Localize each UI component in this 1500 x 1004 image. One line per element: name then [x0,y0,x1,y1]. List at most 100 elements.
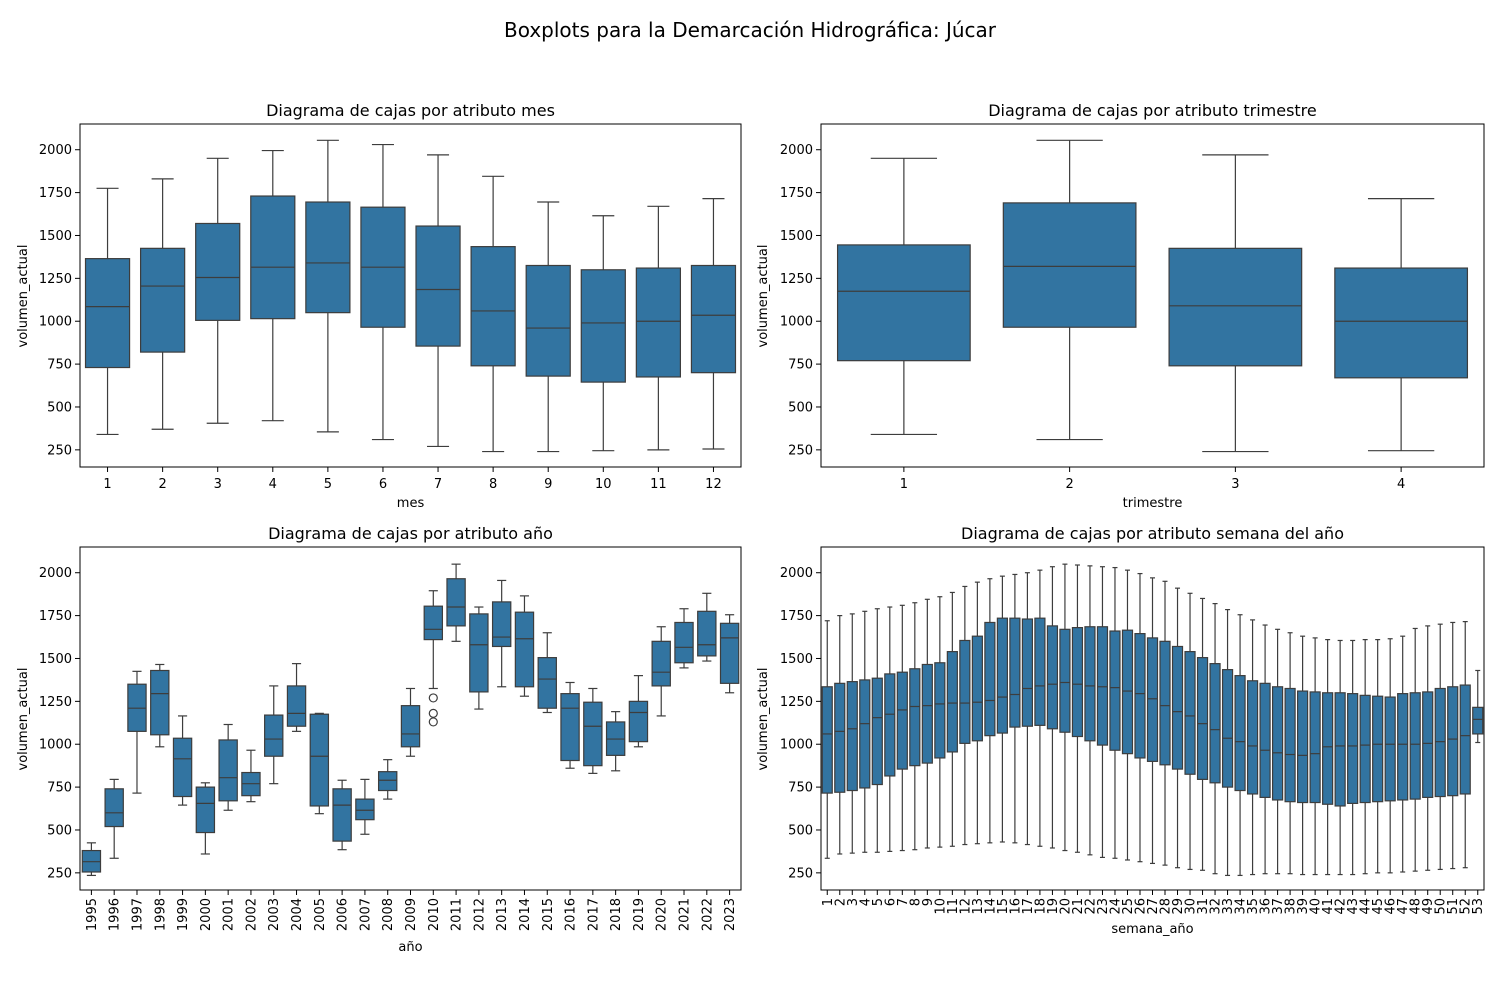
x-tick-label: 5 [871,898,886,906]
y-axis-label-trimestre: volumen_actual [756,245,771,348]
box-29 [1171,645,1184,770]
box-2017 [583,701,603,767]
y-tick-label: 1000 [780,738,813,753]
box-8 [909,668,921,767]
outlier-point [428,693,438,703]
box-11 [635,267,682,378]
box-35 [1246,680,1259,795]
box-31 [1196,657,1209,780]
x-tick-label: 37 [1271,898,1286,915]
x-tick-label: 3 [214,477,222,492]
box-19 [1046,625,1059,730]
x-tick-label: 7 [896,898,911,906]
panel-title-semana: Diagrama de cajas por atributo semana de… [961,524,1344,543]
x-tick-label: 10 [595,477,612,492]
box-2006 [332,788,352,842]
x-tick-label: 2009 [404,898,419,931]
box-30 [1184,651,1196,775]
x-tick-label: 1 [900,477,908,492]
x-tick-label: 2016 [564,898,579,931]
box-40 [1309,691,1321,804]
box-44 [1359,694,1371,804]
x-tick-label: 39 [1296,898,1311,915]
x-tick-label: 46 [1384,898,1399,915]
box-52 [1459,684,1471,795]
x-tick-label: 2019 [632,898,647,931]
box-49 [1422,691,1434,798]
x-tick-label: 21 [1071,898,1086,915]
box-7 [896,671,908,770]
x-tick-label: 2015 [541,898,556,931]
y-tick-label: 750 [788,781,813,796]
box-47 [1397,693,1409,801]
box-27 [1146,637,1159,762]
y-tick-label: 2000 [780,566,813,581]
box-36 [1259,682,1271,798]
box-2011 [446,578,466,627]
box-2008 [377,771,398,792]
x-tick-label: 11 [650,477,667,492]
box-39 [1297,690,1309,804]
x-tick-label: 2007 [358,898,373,931]
box-2010 [423,605,444,641]
x-tick-label: 4 [858,898,873,906]
y-tick-label: 750 [788,358,813,373]
plot-area-semana: 2505007501000125015001750200012345678910… [780,546,1486,915]
x-tick-label: 2020 [655,898,670,931]
x-tick-label: 8 [908,898,923,906]
panel-trimestre: Diagrama de cajas por atributo trimestre… [756,101,1317,511]
panel-semana: Diagrama de cajas por atributo semana de… [756,524,1344,937]
plot-area-anio: 250 500 750 1000 1250 1500 1750 2000 1995 1996 199… [39,546,742,931]
x-tick-label: 2 [833,898,848,906]
x-tick-label: 50 [1434,898,1449,915]
x-tick-label: 14 [983,898,998,915]
box-2009 [400,705,421,748]
x-tick-label: 42 [1334,898,1349,915]
x-tick-label: 28 [1159,898,1174,915]
x-tick-label: 27 [1146,898,1161,915]
y-tick-label: 1500 [780,652,813,667]
box-24 [1109,630,1121,751]
box-2004 [286,685,307,727]
box-48 [1409,692,1421,800]
x-tick-label: 25 [1121,898,1136,915]
x-tick-label: 9 [921,898,936,906]
y-tick-label: 2000 [39,566,72,581]
box-7 [415,225,461,347]
box-34 [1234,675,1246,792]
x-tick-label: 8 [489,477,497,492]
y-tick-label: 1000 [39,738,72,753]
x-tick-label: 2006 [336,898,351,931]
box-32 [1209,663,1221,784]
y-tick-label: 1000 [780,315,813,330]
x-tick-label: 49 [1421,898,1436,915]
x-tick-label: 2002 [244,898,259,931]
box-4 [859,679,871,789]
box-2003 [264,714,284,757]
box-1 [84,258,131,369]
x-tick-label: 23 [1096,898,1111,915]
y-tick-label: 2000 [780,143,813,158]
x-tick-label: 2013 [495,898,510,931]
box-2021 [674,621,694,664]
x-axis-label-anio: año [398,940,422,955]
x-tick-label: 2005 [313,898,328,931]
x-tick-label: 1998 [153,898,168,931]
x-tick-label: 2018 [609,898,624,931]
box-25 [1121,629,1134,755]
box-1998 [150,669,170,736]
box-8 [470,246,516,367]
x-tick-label: 1999 [176,898,191,931]
y-tick-label: 1250 [39,272,72,287]
y-tick-label: 500 [788,400,813,415]
x-tick-label: 43 [1346,898,1361,915]
box-2012 [469,613,489,693]
y-tick-label: 250 [47,866,72,881]
box-18 [1034,617,1046,726]
box-46 [1384,696,1396,802]
y-tick-label: 1750 [780,609,813,624]
box-20 [1059,628,1071,733]
x-tick-label: 1 [821,898,836,906]
x-tick-label: 1996 [108,898,123,931]
